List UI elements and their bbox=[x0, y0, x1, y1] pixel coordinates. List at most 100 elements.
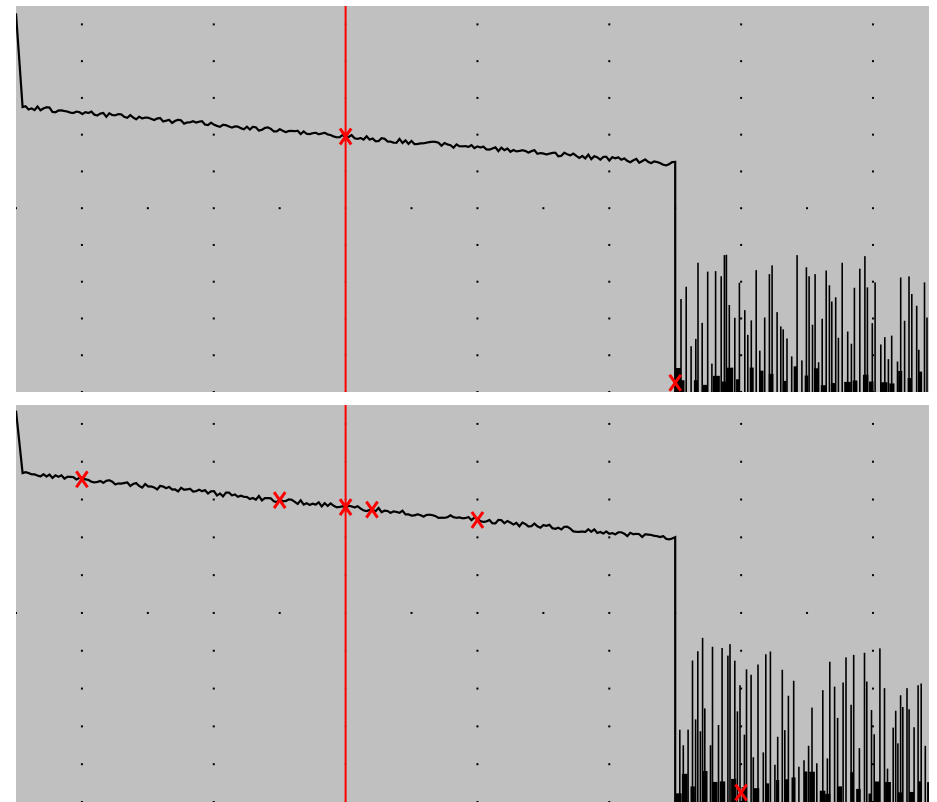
trace-plot-bottom bbox=[16, 405, 929, 802]
noise-block bbox=[680, 380, 685, 392]
event-marker bbox=[734, 783, 748, 802]
noise-block bbox=[874, 781, 881, 802]
grid-dot bbox=[80, 498, 83, 501]
grid-dot bbox=[212, 763, 215, 766]
grid-dot bbox=[80, 725, 83, 728]
grid-dot bbox=[608, 649, 611, 652]
grid-dot bbox=[871, 96, 874, 99]
noise-block bbox=[776, 780, 780, 802]
grid-dot bbox=[212, 243, 215, 246]
noise-block bbox=[791, 777, 796, 802]
grid-dot bbox=[80, 317, 83, 320]
grid-dot bbox=[212, 498, 215, 501]
grid-dot bbox=[740, 317, 743, 320]
grid-dot bbox=[871, 280, 874, 283]
grid-dot bbox=[608, 60, 611, 63]
noise-block bbox=[690, 786, 695, 802]
grid-dot bbox=[212, 96, 215, 99]
grid-dot bbox=[212, 354, 215, 357]
noise-block bbox=[731, 778, 737, 802]
grid-dot bbox=[740, 60, 743, 63]
grid-dot bbox=[212, 280, 215, 283]
grid-dot bbox=[146, 611, 149, 614]
event-marker bbox=[470, 511, 485, 529]
grid-dot bbox=[476, 574, 479, 577]
grid-dot bbox=[212, 23, 215, 26]
grid-dot bbox=[212, 725, 215, 728]
event-marker bbox=[272, 491, 287, 510]
grid-dot bbox=[740, 23, 743, 26]
grid-dot bbox=[608, 280, 611, 283]
grid-dot bbox=[608, 725, 611, 728]
grid-dot bbox=[608, 23, 611, 26]
noise-region bbox=[674, 254, 928, 392]
grid-dot bbox=[80, 207, 83, 210]
grid-dot bbox=[410, 611, 413, 614]
grid-dot bbox=[871, 207, 874, 210]
grid-dot bbox=[212, 536, 215, 539]
grid-dot bbox=[740, 574, 743, 577]
noise-block bbox=[712, 781, 718, 802]
grid-dot bbox=[871, 60, 874, 63]
grid-dot bbox=[80, 243, 83, 246]
grid-dot bbox=[740, 96, 743, 99]
grid-dot bbox=[476, 354, 479, 357]
grid-dot bbox=[608, 763, 611, 766]
grid-dot bbox=[212, 611, 215, 614]
grid-dot bbox=[212, 170, 215, 173]
grid-dot bbox=[80, 574, 83, 577]
event-marker bbox=[668, 373, 683, 392]
grid-dot bbox=[80, 96, 83, 99]
grid-dot bbox=[608, 687, 611, 690]
noise-block bbox=[753, 788, 760, 802]
noise-block bbox=[836, 786, 842, 802]
noise-block bbox=[681, 773, 688, 802]
grid-dot bbox=[871, 763, 874, 766]
grid-dot bbox=[740, 611, 743, 614]
grid-dot bbox=[476, 460, 479, 463]
grid-dot bbox=[740, 133, 743, 136]
grid-dot bbox=[740, 498, 743, 501]
noise-block bbox=[868, 793, 872, 802]
grid-dot bbox=[608, 536, 611, 539]
grid-dot bbox=[740, 391, 743, 392]
noise-block bbox=[719, 781, 726, 802]
grid-dot bbox=[80, 354, 83, 357]
noise-block bbox=[885, 781, 891, 802]
grid-dot bbox=[608, 133, 611, 136]
grid-dot bbox=[212, 687, 215, 690]
grid-dot bbox=[410, 207, 413, 210]
grid-dot bbox=[80, 23, 83, 26]
grid-dot bbox=[476, 280, 479, 283]
event-marker bbox=[75, 470, 89, 489]
grid-dot bbox=[212, 574, 215, 577]
noise-block bbox=[804, 771, 808, 802]
grid-dot bbox=[80, 460, 83, 463]
grid-dot bbox=[871, 498, 874, 501]
noise-block bbox=[768, 373, 774, 392]
grid-dot bbox=[212, 422, 215, 425]
grid-dot bbox=[212, 207, 215, 210]
event-marker bbox=[365, 500, 379, 519]
noise-block bbox=[693, 380, 699, 392]
noise-spike bbox=[674, 637, 927, 802]
noise-block bbox=[793, 366, 798, 392]
grid-dot bbox=[871, 536, 874, 539]
noise-block bbox=[830, 383, 837, 392]
grid-dot bbox=[740, 422, 743, 425]
grid-dot bbox=[871, 460, 874, 463]
noise-block bbox=[869, 381, 874, 392]
noise-block bbox=[889, 383, 895, 392]
grid-dot bbox=[476, 133, 479, 136]
grid-dot bbox=[608, 317, 611, 320]
grid-dot bbox=[740, 536, 743, 539]
grid bbox=[16, 422, 874, 802]
grid-dot bbox=[476, 725, 479, 728]
noise-block bbox=[820, 385, 827, 392]
grid-dot bbox=[476, 23, 479, 26]
grid-dot bbox=[871, 422, 874, 425]
grid-dot bbox=[608, 243, 611, 246]
grid-dot bbox=[278, 207, 281, 210]
trace-line bbox=[16, 13, 677, 392]
grid-dot bbox=[871, 317, 874, 320]
